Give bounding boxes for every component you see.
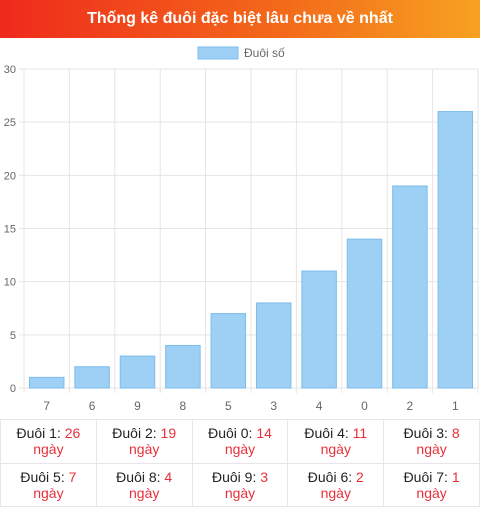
- stats-value: 3: [260, 468, 269, 485]
- x-tick-label: 1: [452, 399, 459, 413]
- stats-unit: ngày: [224, 484, 256, 501]
- bar: [255, 302, 292, 389]
- stats-value: 7: [68, 468, 77, 485]
- y-tick-label: 0: [10, 383, 16, 395]
- stats-unit: ngày: [320, 441, 351, 458]
- y-tick-label: 30: [4, 64, 16, 76]
- stats-label: Đuôi 0:: [208, 425, 253, 442]
- stats-label: Đuôi 4:: [304, 425, 349, 442]
- bar: [74, 366, 110, 389]
- bar: [119, 355, 156, 389]
- chart-title: Thống kê đuôi đặc biệt lâu chưa về nhất: [87, 10, 393, 27]
- y-tick-label: 5: [10, 330, 16, 342]
- bar: [28, 376, 65, 389]
- stats-unit: ngày: [33, 441, 64, 458]
- y-tick-label: 25: [4, 117, 16, 129]
- stats-label: Đuôi 9:: [211, 468, 257, 485]
- x-tick-label: 8: [180, 399, 187, 413]
- stats-value: 11: [352, 425, 368, 442]
- stats-unit: ngày: [320, 484, 351, 501]
- stats-value: 8: [451, 425, 460, 442]
- legend-label: Đuôi số: [244, 46, 285, 60]
- stats-cell: Đuôi 5: 7 ngày: [0, 462, 97, 507]
- stats-label: Đuôi 2:: [112, 425, 157, 442]
- bar: [210, 313, 247, 389]
- stats-row: Đuôi 5: 7 ngày Đuôi 8: 4 ngày Đuôi 9: 3 ngày Đ…: [0, 462, 480, 507]
- bar: [346, 238, 383, 389]
- stats-unit: ngày: [224, 441, 256, 458]
- stats-table: Đuôi 1: 26 ngày Đuôi 2: 19 ngày Đuôi 0: 14 ng…: [0, 419, 480, 507]
- stats-row: Đuôi 1: 26 ngày Đuôi 2: 19 ngày Đuôi 0: 14 ng…: [0, 419, 480, 464]
- stats-unit: ngày: [416, 484, 447, 501]
- stats-unit: ngày: [129, 441, 160, 458]
- legend-swatch: [197, 46, 239, 60]
- stats-value: 19: [160, 425, 177, 442]
- stats-value: 4: [164, 468, 173, 485]
- x-tick-label: 7: [43, 399, 50, 413]
- x-tick-label: 6: [89, 399, 96, 413]
- stats-label: Đuôi 6:: [307, 468, 353, 485]
- x-tick-label: 5: [225, 399, 232, 413]
- stats-value: 1: [451, 468, 460, 485]
- stats-cell: Đuôi 6: 2 ngày: [287, 462, 385, 507]
- x-tick-label: 0: [361, 399, 368, 413]
- chart-header: Thống kê đuôi đặc biệt lâu chưa về nhất: [0, 0, 480, 38]
- stats-unit: ngày: [129, 484, 160, 501]
- stats-cell: Đuôi 3: 8 ngày: [383, 419, 480, 464]
- bar: [301, 270, 337, 389]
- stats-cell: Đuôi 8: 4 ngày: [95, 462, 193, 507]
- stats-label: Đuôi 3:: [403, 425, 448, 442]
- bar-chart: 0 5 10 15 20 25 30 7 6 9 8 5 3 4 0 2 1 Đuôi số: [4, 46, 479, 413]
- stats-value: 2: [356, 468, 364, 485]
- x-tick-label: 2: [407, 399, 414, 413]
- x-tick-label: 4: [316, 399, 323, 413]
- y-tick-label: 15: [4, 224, 16, 236]
- stats-cell: Đuôi 0: 14 ngày: [191, 419, 289, 464]
- stats-value: 26: [64, 425, 81, 442]
- stats-cell: Đuôi 4: 11 ngày: [287, 419, 385, 464]
- x-tick-label: 9: [134, 399, 141, 413]
- y-tick-label: 20: [4, 170, 16, 182]
- stats-label: Đuôi 8:: [116, 468, 161, 485]
- stats-cell: Đuôi 2: 19 ngày: [95, 419, 193, 464]
- stats-cell: Đuôi 9: 3 ngày: [191, 462, 289, 507]
- stats-unit: ngày: [416, 441, 447, 458]
- bar: [437, 111, 474, 389]
- stats-value: 14: [256, 425, 272, 442]
- stats-unit: ngày: [33, 484, 64, 501]
- y-tick-label: 10: [4, 277, 16, 289]
- stats-cell: Đuôi 7: 1 ngày: [383, 462, 480, 507]
- bar: [392, 185, 428, 389]
- stats-label: Đuôi 5:: [20, 468, 65, 485]
- x-tick-label: 3: [270, 399, 277, 413]
- bar: [165, 344, 201, 389]
- stats-label: Đuôi 7:: [403, 468, 448, 485]
- stats-label: Đuôi 1:: [16, 425, 61, 442]
- stats-cell: Đuôi 1: 26 ngày: [0, 419, 97, 464]
